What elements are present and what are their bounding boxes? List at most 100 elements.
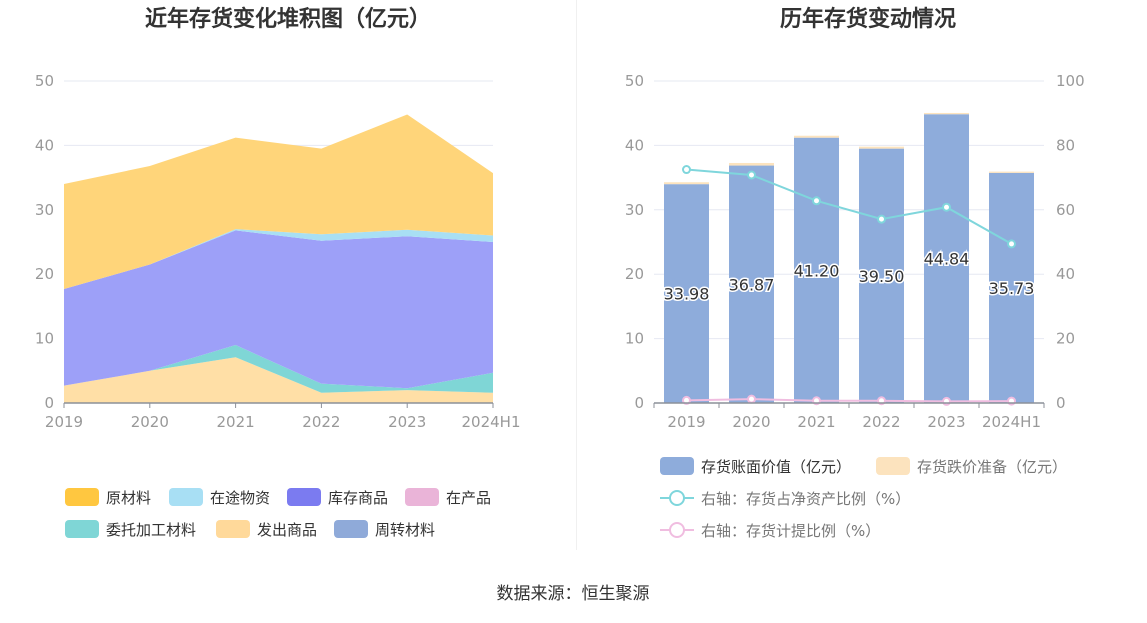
left-x-tick-label: 2022 <box>302 413 340 431</box>
left-x-tick-label: 2024H1 <box>462 413 521 431</box>
bar-data-label: 39.50 <box>859 267 905 286</box>
bar-impairment <box>989 171 1034 173</box>
left-y-tick-label: 40 <box>35 136 54 154</box>
right-legend-item[interactable]: 右轴：存货占净资产比例（%） <box>660 490 910 508</box>
right-bar-labels: 33.98 36.87 41.20 39.50 44.84 35.73 <box>662 248 1036 305</box>
right-bars <box>664 112 1034 403</box>
bar-impairment <box>664 182 709 185</box>
left-x-tick-label: 2019 <box>45 413 83 431</box>
legend-label: 在途物资 <box>210 489 270 507</box>
legend-label: 右轴：存货占净资产比例（%） <box>701 490 910 508</box>
area-series-5 <box>64 114 493 290</box>
right-y-tick-label: 0 <box>634 394 644 412</box>
right-x-tick-label: 2021 <box>797 413 835 431</box>
line-point <box>747 394 756 404</box>
left-legend-item[interactable]: 在产品 <box>405 488 491 507</box>
left-legend-item[interactable]: 原材料 <box>65 488 151 507</box>
legend-label: 库存商品 <box>328 489 388 507</box>
left-y-tick-label: 30 <box>35 201 54 219</box>
legend-label: 周转材料 <box>375 521 435 539</box>
left-legend-item[interactable]: 委托加工材料 <box>65 520 196 539</box>
bar-inventory-value <box>794 137 839 403</box>
area-series-1 <box>64 357 493 403</box>
right-x-tick-label: 2022 <box>862 413 900 431</box>
bar-inventory-value <box>989 172 1034 403</box>
bar-impairment <box>729 162 774 166</box>
area-series-2 <box>64 345 493 393</box>
legend-swatch <box>876 457 910 475</box>
right-y-tick-label: 10 <box>625 330 644 348</box>
bar-inventory-value <box>924 114 969 403</box>
area-series-4 <box>64 229 493 290</box>
legend-label: 委托加工材料 <box>106 521 196 539</box>
bar-inventory-value <box>664 184 709 403</box>
bar-data-label: 41.20 <box>794 261 840 280</box>
legend-line-marker <box>669 490 685 506</box>
left-axis: 0 10 20 30 40 50 2019 2020 2021 2022 2023 2024H1 <box>35 72 521 431</box>
right-y2-tick-label: 40 <box>1056 265 1075 283</box>
legend-swatch <box>65 520 99 538</box>
right-x-tick-label: 2023 <box>927 413 965 431</box>
right-legend-item[interactable]: 存货账面价值（亿元） <box>660 457 851 476</box>
left-y-tick-label: 0 <box>44 394 54 412</box>
bar-data-label: 44.84 <box>924 250 970 269</box>
left-x-tick-label: 2023 <box>388 413 426 431</box>
legend-swatch <box>334 520 368 538</box>
left-x-tick-label: 2020 <box>131 413 169 431</box>
right-legend[interactable]: 存货账面价值（亿元） 存货跌价准备（亿元） 右轴：存货占净资产比例（%） 右轴：存货计… <box>660 457 1067 540</box>
bar-impairment <box>794 135 839 138</box>
line-series-2 <box>686 398 1012 403</box>
line-point <box>942 396 951 406</box>
legend-swatch <box>405 488 439 506</box>
right-chart: 历年存货变动情况 0 10 20 30 40 50 0 20 40 60 80 100 2019 2020… <box>625 6 1085 540</box>
line-point <box>682 165 691 175</box>
right-y-tick-label: 20 <box>625 265 644 283</box>
bar-inventory-value <box>729 165 774 403</box>
left-legend-item[interactable]: 库存商品 <box>287 488 388 507</box>
line-series-1 <box>686 168 1012 245</box>
right-y-tick-label: 50 <box>625 72 644 90</box>
left-x-tick-label: 2021 <box>217 413 255 431</box>
legend-label: 发出商品 <box>257 521 317 539</box>
left-areas <box>64 114 493 403</box>
right-legend-item[interactable]: 右轴：存货计提比例（%） <box>660 522 880 540</box>
line-point <box>682 395 691 405</box>
left-legend-item[interactable]: 发出商品 <box>216 520 317 539</box>
bar-inventory-value <box>859 148 904 403</box>
right-x-tick-label: 2024H1 <box>982 413 1041 431</box>
left-y-tick-label: 10 <box>35 330 54 348</box>
legend-label: 原材料 <box>106 489 151 507</box>
right-y2-tick-label: 20 <box>1056 330 1075 348</box>
left-legend-item[interactable]: 周转材料 <box>334 520 435 539</box>
bar-impairment <box>924 112 969 115</box>
legend-label: 右轴：存货计提比例（%） <box>701 522 880 540</box>
bar-data-label: 35.73 <box>989 279 1035 298</box>
right-chart-title: 历年存货变动情况 <box>780 6 956 32</box>
source-note: 数据来源：恒生聚源 <box>497 584 650 604</box>
right-y2-tick-label: 0 <box>1056 394 1066 412</box>
legend-label: 存货账面价值（亿元） <box>701 458 851 476</box>
right-y-tick-label: 30 <box>625 201 644 219</box>
left-chart-title: 近年存货变化堆积图（亿元） <box>145 6 431 32</box>
legend-line-marker <box>669 522 685 538</box>
line-point <box>877 214 886 224</box>
line-point <box>812 196 821 206</box>
right-y2-tick-label: 100 <box>1056 72 1085 90</box>
right-x-tick-label: 2020 <box>732 413 770 431</box>
right-lines <box>682 165 1016 406</box>
legend-swatch <box>65 488 99 506</box>
left-y-tick-label: 50 <box>35 72 54 90</box>
bar-data-label: 36.87 <box>729 275 775 294</box>
line-point <box>942 202 951 212</box>
left-legend-item[interactable]: 在途物资 <box>169 488 270 507</box>
legend-label: 在产品 <box>446 489 491 507</box>
left-y-tick-label: 20 <box>35 265 54 283</box>
bar-impairment <box>859 146 904 149</box>
bar-data-label: 33.98 <box>664 285 710 304</box>
left-chart: 近年存货变化堆积图（亿元） 0 10 20 30 40 50 2019 2020 2021 202… <box>35 6 521 539</box>
right-legend-item[interactable]: 存货跌价准备（亿元） <box>876 457 1067 476</box>
right-axis: 0 10 20 30 40 50 0 20 40 60 80 100 2019 2020 2021 2022 2… <box>625 72 1085 431</box>
legend-swatch <box>216 520 250 538</box>
